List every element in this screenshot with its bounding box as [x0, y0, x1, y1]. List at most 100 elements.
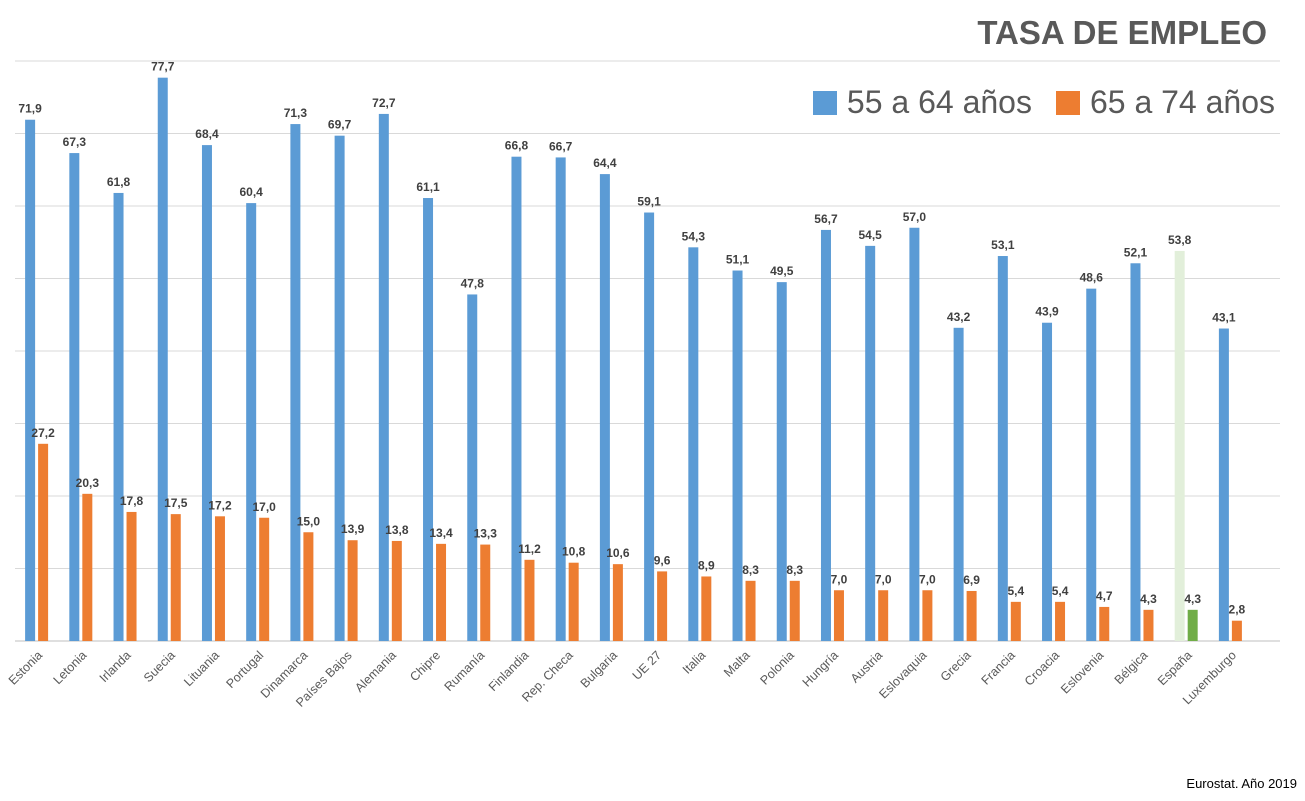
category-label: Irlanda	[97, 648, 134, 685]
bar-65-74	[833, 590, 844, 641]
category-label: Portugal	[223, 648, 266, 691]
data-label: 5,4	[1052, 584, 1069, 598]
data-label: 7,0	[919, 572, 936, 586]
bar-65-74	[214, 516, 225, 641]
category-label: Finlandia	[486, 648, 532, 694]
data-label: 7,0	[831, 572, 848, 586]
category-label: Hungría	[800, 648, 841, 689]
bar-65-74	[259, 517, 270, 641]
data-label: 77,7	[151, 60, 175, 74]
bar-65-74	[657, 571, 668, 641]
data-label: 51,1	[726, 253, 750, 267]
data-label: 54,3	[682, 229, 706, 243]
category-label: España	[1155, 648, 1195, 688]
bar-65-74	[612, 564, 623, 641]
bar-65-74	[1143, 609, 1154, 641]
legend: 55 a 64 años 65 a 74 años	[799, 84, 1275, 121]
bar-65-74	[1231, 620, 1242, 641]
bar-55-64	[909, 227, 920, 641]
bar-55-64	[997, 256, 1008, 641]
data-label: 56,7	[814, 212, 838, 226]
bar-55-64	[290, 124, 301, 641]
data-label: 6,9	[963, 573, 980, 587]
bar-55-64	[644, 212, 655, 641]
data-label: 47,8	[461, 276, 485, 290]
category-label: Croacia	[1022, 648, 1062, 688]
data-label: 59,1	[637, 195, 661, 209]
legend-item-65-74: 65 a 74 años	[1055, 84, 1275, 121]
bar-65-74	[878, 590, 889, 641]
data-label: 11,2	[518, 542, 541, 556]
legend-swatch	[1055, 90, 1080, 115]
data-label: 68,4	[195, 127, 219, 141]
category-label: Italia	[680, 648, 709, 677]
legend-label: 65 a 74 años	[1089, 84, 1275, 120]
bar-55-64	[599, 174, 610, 641]
category-label: Eslovenia	[1058, 648, 1106, 696]
bar-65-74	[347, 540, 358, 641]
legend-label: 55 a 64 años	[846, 84, 1032, 120]
bar-55-64	[113, 192, 124, 641]
data-label: 66,8	[505, 139, 529, 153]
data-label: 66,7	[549, 139, 573, 153]
data-label: 71,3	[284, 106, 308, 120]
category-label: Polonia	[757, 648, 796, 687]
bar-55-64	[1130, 263, 1141, 641]
bar-55-64	[246, 203, 257, 641]
bar-65-74	[1099, 606, 1110, 641]
bar-55-64	[25, 119, 36, 642]
bar-65-74	[745, 580, 756, 641]
data-label: 13,4	[429, 526, 453, 540]
data-label: 53,1	[991, 238, 1015, 252]
bar-55-64	[69, 153, 80, 641]
category-label: Francia	[979, 648, 1018, 687]
category-label: Austria	[848, 648, 885, 685]
data-label: 8,3	[786, 563, 803, 577]
bar-55-64	[688, 247, 699, 641]
bar-55-64	[334, 135, 345, 642]
bar-65-74	[524, 559, 535, 641]
data-label: 8,3	[742, 563, 759, 577]
bar-55-64	[776, 282, 787, 641]
data-label: 57,0	[903, 210, 927, 224]
data-label: 61,1	[416, 180, 440, 194]
data-label: 43,2	[947, 310, 971, 324]
data-label: 54,5	[858, 228, 882, 242]
category-label: Estonia	[6, 648, 45, 687]
bar-55-64	[820, 229, 831, 642]
bar-65-74	[170, 514, 181, 641]
data-label: 49,5	[770, 264, 794, 278]
data-label: 17,8	[120, 494, 144, 508]
legend-item-55-64: 55 a 64 años	[812, 84, 1032, 121]
bar-65-74	[82, 493, 93, 641]
legend-swatch	[812, 90, 837, 115]
bar-65-74	[966, 590, 977, 641]
bar-65-74	[1187, 609, 1198, 641]
data-label: 69,7	[328, 118, 352, 132]
category-label: Letonia	[51, 648, 90, 687]
bar-65-74	[303, 532, 314, 641]
data-label: 13,9	[341, 522, 365, 536]
category-label: Lituania	[181, 648, 222, 689]
data-label: 10,8	[562, 545, 586, 559]
bar-55-64	[865, 245, 876, 641]
data-label: 52,1	[1124, 245, 1148, 259]
category-label: Bélgica	[1112, 648, 1151, 687]
data-label: 27,2	[31, 426, 55, 440]
bar-55-64	[378, 113, 389, 642]
category-label: Chipre	[407, 648, 443, 684]
bar-55-64	[953, 327, 964, 641]
data-label: 60,4	[239, 185, 263, 199]
bar-55-64	[511, 156, 522, 641]
bar-55-64	[732, 270, 743, 641]
data-label: 4,3	[1184, 592, 1201, 606]
source-note: Eurostat. Año 2019	[1186, 776, 1297, 791]
data-label: 17,2	[208, 498, 232, 512]
category-label: Bulgaria	[578, 648, 620, 690]
bar-65-74	[701, 576, 712, 641]
data-label: 8,9	[698, 558, 715, 572]
data-label: 67,3	[63, 135, 87, 149]
bar-65-74	[1055, 601, 1066, 641]
data-label: 17,5	[164, 496, 188, 510]
